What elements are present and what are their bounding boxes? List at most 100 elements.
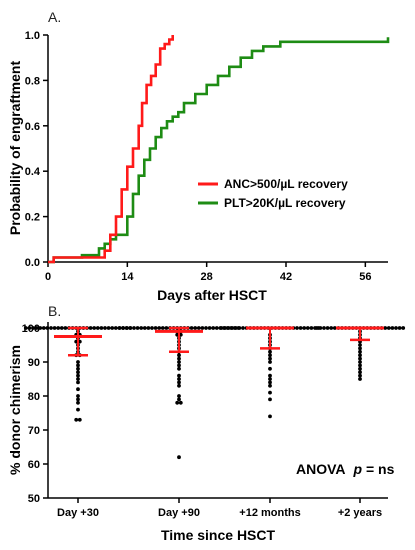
panel-a: A. 0.0 0.2 0.4 0.6 0.8 1.0 0 14 28 42 56 Days aft… [7, 9, 390, 303]
chimerism-dot [233, 326, 238, 330]
panel-b-y-tick-label: 70 [28, 425, 40, 437]
panel-a-y-ticks: 0.0 0.2 0.4 0.6 0.8 1.0 [25, 30, 48, 269]
chimerism-dot [383, 326, 388, 330]
chimerism-dot [358, 360, 362, 364]
panel-a-x-tick-label: 28 [201, 271, 213, 283]
chimerism-dot [200, 326, 205, 330]
chimerism-dot [92, 326, 97, 330]
chimerism-dot [358, 363, 362, 368]
chimerism-dot [241, 326, 245, 330]
chimerism-dot [177, 377, 181, 381]
panel-a-x-tick-label: 14 [121, 271, 134, 283]
chimerism-dot [31, 326, 35, 330]
panel-a-series [48, 35, 390, 264]
chimerism-dot [177, 353, 181, 358]
chimerism-dot [358, 370, 362, 375]
chimerism-dot [237, 326, 242, 330]
chimerism-dot [177, 363, 181, 368]
chimerism-dot [76, 380, 80, 385]
chimerism-dot [268, 360, 272, 364]
chimerism-dot [63, 326, 68, 330]
legend-label-plt: PLT>20K/µL recovery [224, 196, 346, 210]
panel-a-y-tick-label: 0.4 [25, 166, 41, 178]
chimerism-dot [139, 326, 144, 330]
chimerism-dot [268, 356, 272, 361]
panel-b-dots [23, 326, 406, 460]
panel-b-y-tick-label: 50 [28, 493, 40, 505]
chimerism-dot [189, 326, 194, 330]
chimerism-dot [322, 326, 326, 330]
legend-label-anc: ANC>500/µL recovery [224, 177, 348, 191]
panel-a-x-tick-label: 42 [280, 271, 292, 283]
chimerism-dot [76, 363, 80, 368]
chimerism-dot [76, 397, 80, 402]
chimerism-dot [358, 377, 362, 381]
chimerism-dot [219, 326, 224, 330]
chimerism-dot [401, 326, 406, 330]
chimerism-dot [177, 356, 181, 361]
chimerism-dot [95, 326, 100, 330]
chimerism-dot [268, 373, 272, 378]
chimerism-dot [309, 326, 314, 330]
chimerism-dot [76, 366, 80, 371]
panel-b-x-ticks: Day +30 Day +90 +12 months +2 years [57, 498, 382, 519]
legend: ANC>500/µL recovery PLT>20K/µL recovery [198, 177, 348, 210]
chimerism-dot [325, 326, 330, 330]
panel-a-label: A. [48, 9, 61, 25]
panel-a-y-tick-label: 1.0 [25, 30, 40, 42]
chimerism-dot [295, 326, 299, 330]
chimerism-dot [358, 349, 362, 354]
chimerism-dot [268, 383, 272, 388]
chimerism-dot [329, 326, 334, 330]
chimerism-dot [117, 326, 122, 330]
series-line-plt [48, 37, 390, 264]
chimerism-dot [175, 400, 180, 405]
chimerism-dot [204, 326, 208, 330]
chimerism-dot [76, 387, 80, 392]
chimerism-dot [160, 326, 165, 330]
chimerism-dot [358, 356, 362, 361]
chimerism-dot [99, 326, 104, 330]
anova-p: p [353, 461, 363, 477]
chimerism-dot [397, 326, 402, 330]
chimerism-dot [106, 326, 111, 330]
chimerism-dot [110, 326, 115, 330]
chimerism-dot [268, 414, 272, 419]
chimerism-dot [34, 326, 39, 330]
chimerism-dot [157, 326, 162, 330]
chimerism-dot [142, 326, 147, 330]
chimerism-dot [121, 326, 126, 330]
chimerism-dot [302, 326, 307, 330]
chimerism-dot [394, 326, 398, 330]
chimerism-dot [193, 326, 198, 330]
chimerism-dot [124, 326, 129, 330]
panel-b-label: B. [48, 303, 61, 319]
chimerism-dot [358, 343, 362, 347]
chimerism-dot [358, 346, 362, 351]
chimerism-dot [76, 370, 80, 375]
panel-a-y-tick-label: 0.0 [25, 257, 40, 269]
chimerism-dot [177, 394, 181, 398]
chimerism-dot [128, 326, 133, 330]
chimerism-dot [268, 353, 272, 358]
chimerism-dot [177, 366, 181, 371]
chimerism-dot [268, 366, 272, 371]
chimerism-dot [88, 326, 93, 330]
chimerism-dot [76, 407, 80, 412]
chimerism-dot [178, 400, 183, 405]
chimerism-dot [38, 326, 43, 330]
chimerism-dot [76, 394, 80, 398]
chimerism-dot [358, 353, 362, 358]
chimerism-dot [207, 326, 212, 330]
chimerism-dot [177, 383, 181, 388]
chimerism-dot [214, 326, 219, 330]
panel-a-y-tick-label: 0.8 [25, 75, 40, 87]
panel-b-x-tick-label: Day +30 [57, 507, 99, 519]
series-line-anc [48, 35, 174, 264]
panel-a-y-title: Probability of engraftment [7, 61, 23, 236]
panel-b-y-title: % donor chimerism [7, 345, 23, 475]
chimerism-dot [177, 360, 181, 364]
anova-word: ANOVA [296, 461, 346, 477]
